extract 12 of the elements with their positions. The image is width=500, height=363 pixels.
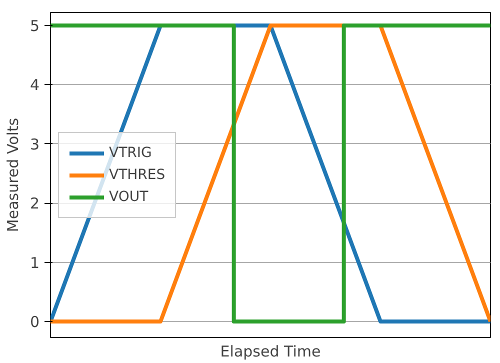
legend-label: VOUT <box>109 188 148 204</box>
y-tick-label: 2 <box>30 194 40 213</box>
y-tick-label: 3 <box>30 135 40 154</box>
y-axis-title: Measured Volts <box>4 118 22 232</box>
y-tick-label: 0 <box>30 313 40 332</box>
legend-label: VTRIG <box>109 144 152 160</box>
legend-label: VTHRES <box>109 166 166 182</box>
y-tick-label: 5 <box>30 17 40 36</box>
x-axis-title: Elapsed Time <box>220 342 321 360</box>
y-tick-label: 4 <box>30 76 40 94</box>
line-series <box>50 24 490 324</box>
y-tick-label: 1 <box>30 254 40 272</box>
